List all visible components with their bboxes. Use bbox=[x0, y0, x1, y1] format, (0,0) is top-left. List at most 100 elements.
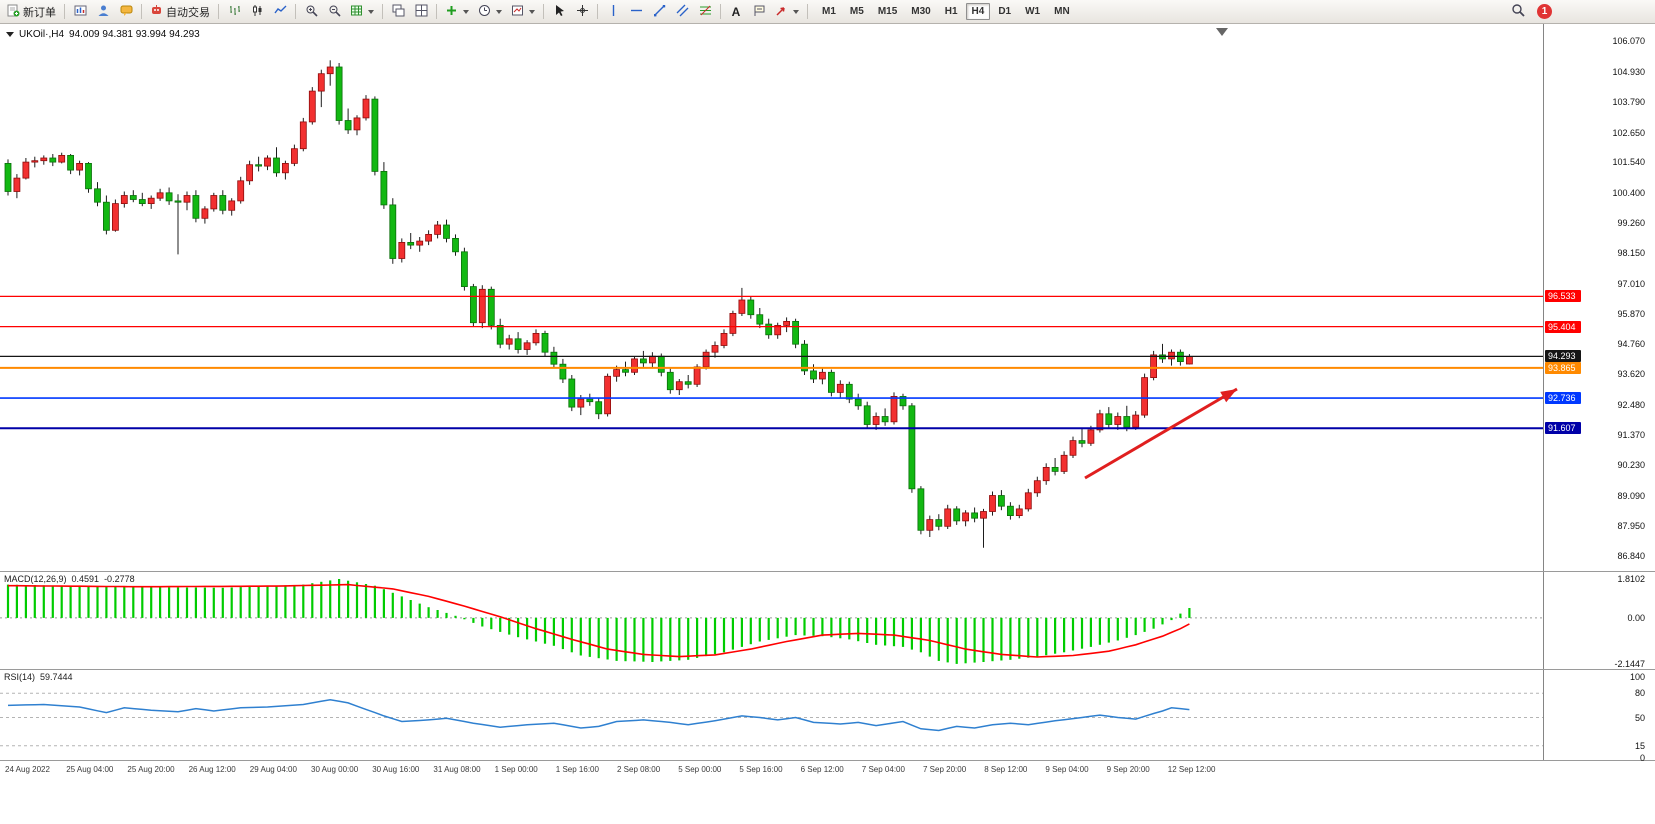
indicators-button[interactable] bbox=[441, 2, 473, 22]
channel-icon bbox=[676, 4, 689, 20]
rsi-panel: RSI(14) 59.7444 bbox=[0, 670, 1543, 760]
timeframe-button-w1[interactable]: W1 bbox=[1025, 6, 1041, 17]
chevron-down-icon bbox=[793, 9, 799, 14]
timeframe-button-h4[interactable]: H4 bbox=[965, 3, 991, 20]
main-toolbar: 新订单 自动交易 A M1 M5 M15 M30 H1 H4 D1 W1 MN 1 bbox=[0, 0, 1655, 24]
account-button[interactable] bbox=[92, 2, 114, 22]
price-tick-label: 89.090 bbox=[1617, 490, 1645, 501]
symbol-timeframe-label: UKOil·,H4 bbox=[19, 29, 65, 40]
date-tick-label: 24 Aug 2022 bbox=[5, 765, 50, 774]
macd-histogram bbox=[6, 579, 1191, 664]
bar-chart-button[interactable] bbox=[223, 2, 245, 22]
candlestick-chart-icon bbox=[251, 4, 264, 20]
auto-trading-icon bbox=[150, 4, 163, 20]
chevron-down-icon bbox=[529, 9, 535, 14]
zoom-in-button[interactable] bbox=[300, 2, 322, 22]
main-chart-canvas[interactable] bbox=[0, 24, 1543, 571]
tile-windows-button[interactable] bbox=[410, 2, 432, 22]
ohlc-values: 94.009 94.381 93.994 94.293 bbox=[69, 29, 200, 40]
toolbar-separator bbox=[141, 4, 142, 19]
rsi-line bbox=[7, 698, 1190, 732]
timeframe-button-m1[interactable]: M1 bbox=[822, 6, 836, 17]
macd-panel: MACD(12,26,9) 0.4591 -0.2778 bbox=[0, 572, 1543, 669]
chevron-down-icon bbox=[368, 9, 374, 14]
symbol-dropdown-icon[interactable] bbox=[6, 32, 14, 37]
level-price-badge: 91.607 bbox=[1545, 422, 1581, 435]
fibonacci-icon bbox=[699, 4, 712, 20]
macd-canvas[interactable] bbox=[0, 572, 1543, 669]
channel-button[interactable] bbox=[671, 2, 693, 22]
text-label-button[interactable] bbox=[748, 2, 770, 22]
toolbar-separator bbox=[807, 4, 808, 19]
date-tick-label: 30 Aug 16:00 bbox=[372, 765, 420, 774]
auto-trading-button[interactable]: 自动交易 bbox=[146, 2, 214, 22]
macd-axis[interactable]: 1.8102 0.00 -2.1447 bbox=[1543, 572, 1655, 669]
vertical-line-icon bbox=[607, 4, 620, 20]
notification-badge[interactable]: 1 bbox=[1537, 4, 1552, 19]
panel-separator[interactable] bbox=[0, 669, 1655, 670]
candles-layer[interactable] bbox=[4, 60, 1193, 548]
level-price-badge: 94.293 bbox=[1545, 350, 1581, 363]
text-button[interactable]: A bbox=[725, 2, 747, 22]
cascade-windows-button[interactable] bbox=[387, 2, 409, 22]
price-tick-label: 94.760 bbox=[1617, 338, 1645, 349]
timeframe-group: M1 M5 M15 M30 H1 H4 D1 W1 MN bbox=[816, 3, 1076, 20]
macd-tick-label: -2.1447 bbox=[1614, 659, 1645, 669]
new-order-label: 新订单 bbox=[23, 6, 56, 19]
vertical-line-button[interactable] bbox=[602, 2, 624, 22]
periods-button[interactable] bbox=[474, 2, 506, 22]
level-price-badge: 95.404 bbox=[1545, 320, 1581, 333]
trend-arrow-line[interactable] bbox=[1084, 387, 1238, 480]
toolbar-separator bbox=[382, 4, 383, 19]
toolbar-separator bbox=[295, 4, 296, 19]
macd-label: MACD(12,26,9) 0.4591 -0.2778 bbox=[4, 574, 135, 584]
timeframe-button-d1[interactable]: D1 bbox=[998, 6, 1012, 17]
line-chart-button[interactable] bbox=[269, 2, 291, 22]
timeframe-button-mn[interactable]: MN bbox=[1054, 6, 1070, 17]
chart-header: UKOil·,H4 94.009 94.381 93.994 94.293 bbox=[6, 29, 200, 40]
account-icon bbox=[97, 4, 110, 20]
rsi-canvas[interactable] bbox=[0, 670, 1543, 760]
candlestick-chart-button[interactable] bbox=[246, 2, 268, 22]
date-tick-label: 5 Sep 00:00 bbox=[678, 765, 722, 774]
chart-shift-icon[interactable] bbox=[1216, 28, 1228, 36]
price-tick-label: 98.150 bbox=[1617, 248, 1645, 259]
new-order-icon bbox=[7, 4, 20, 20]
fibonacci-button[interactable] bbox=[694, 2, 716, 22]
charts-icon bbox=[74, 4, 87, 20]
trendline-button[interactable] bbox=[648, 2, 670, 22]
timeframe-button-m5[interactable]: M5 bbox=[849, 6, 864, 17]
grid-icon bbox=[350, 4, 363, 20]
price-tick-label: 86.840 bbox=[1617, 551, 1645, 561]
zoom-out-button[interactable] bbox=[323, 2, 345, 22]
macd-tick-label: 1.8102 bbox=[1617, 574, 1645, 584]
rsi-tick-label: 15 bbox=[1634, 740, 1645, 751]
rsi-label: RSI(14) 59.7444 bbox=[4, 672, 73, 682]
timeframe-button-h1[interactable]: H1 bbox=[944, 6, 958, 17]
crosshair-button[interactable] bbox=[571, 2, 593, 22]
date-tick-label: 29 Aug 04:00 bbox=[249, 765, 297, 774]
price-axis[interactable]: 106.070 104.930 103.790 102.650 101.540 100.4… bbox=[1543, 24, 1655, 571]
arrows-symbols-button[interactable] bbox=[771, 2, 803, 22]
date-tick-label: 1 Sep 00:00 bbox=[494, 765, 538, 774]
time-axis[interactable]: 24 Aug 2022 25 Aug 04:00 25 Aug 20:00 26 Au… bbox=[0, 761, 1655, 779]
horizontal-line-button[interactable] bbox=[625, 2, 647, 22]
bar-chart-icon bbox=[228, 4, 241, 20]
horizontal-levels-layer[interactable] bbox=[0, 295, 1543, 430]
grid-button[interactable] bbox=[346, 2, 378, 22]
rsi-axis[interactable]: 100 80 50 15 0 bbox=[1543, 670, 1655, 763]
new-order-button[interactable]: 新订单 bbox=[3, 2, 60, 22]
periods-icon bbox=[478, 4, 491, 20]
rsi-tick-label: 80 bbox=[1634, 688, 1645, 699]
price-tick-label: 104.930 bbox=[1612, 66, 1645, 77]
cursor-icon bbox=[553, 4, 566, 20]
timeframe-button-m15[interactable]: M15 bbox=[877, 6, 898, 17]
search-button[interactable] bbox=[1507, 2, 1529, 22]
panel-separator[interactable] bbox=[0, 571, 1655, 572]
timeframe-button-m30[interactable]: M30 bbox=[911, 6, 931, 17]
templates-button[interactable] bbox=[507, 2, 539, 22]
date-tick-label: 25 Aug 20:00 bbox=[127, 765, 175, 774]
charts-button[interactable] bbox=[69, 2, 91, 22]
cursor-button[interactable] bbox=[548, 2, 570, 22]
messages-button[interactable] bbox=[115, 2, 137, 22]
